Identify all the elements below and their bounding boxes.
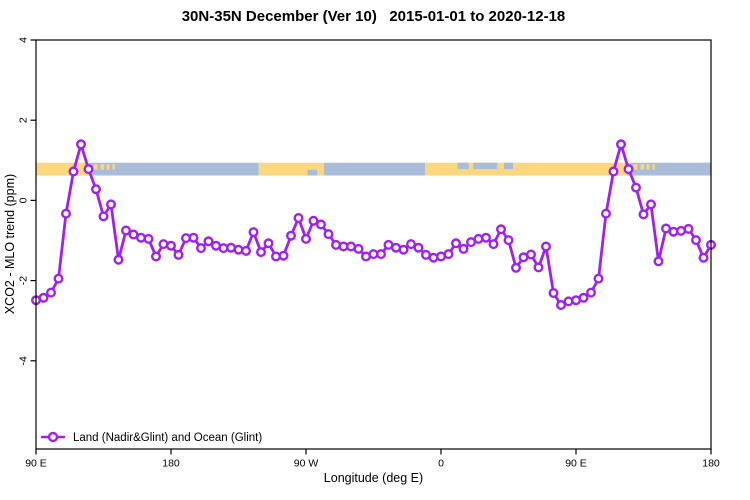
map-band-sea-patch: [504, 162, 513, 170]
map-band-land-segment: [36, 162, 90, 176]
data-point-marker: [578, 292, 589, 303]
data-point-marker: [278, 250, 289, 261]
x-axis-title: Longitude (deg E): [323, 471, 424, 485]
data-point-marker: [533, 262, 544, 273]
data-point-marker: [105, 199, 116, 210]
y-tick-label: 2: [18, 117, 30, 123]
data-point-marker: [406, 239, 417, 250]
map-band-ocean-segment: [89, 162, 259, 176]
data-point-marker: [683, 223, 694, 234]
map-band-sea-patch: [307, 169, 318, 176]
y-tick-label: -2: [18, 276, 30, 285]
data-point-marker: [248, 227, 259, 238]
data-point-marker: [413, 242, 424, 253]
y-axis-title-text: XCO2 - MLO trend (ppm): [3, 173, 17, 315]
data-point-marker: [286, 230, 297, 241]
data-point-marker: [616, 139, 627, 150]
data-point-marker: [195, 243, 206, 254]
data-point-marker: [203, 236, 214, 247]
map-band-ocean-segment: [324, 162, 426, 176]
data-point-marker: [120, 225, 131, 236]
map-band-island-speck: [640, 164, 645, 170]
data-point-marker: [646, 199, 657, 210]
data-point-marker: [451, 238, 462, 249]
data-point-marker: [143, 233, 154, 244]
data-point-marker: [53, 273, 64, 284]
data-point-marker: [308, 215, 319, 226]
data-point-marker: [631, 182, 642, 193]
x-tick-label: 90 E: [25, 458, 47, 470]
map-band-island-speck: [652, 164, 655, 170]
data-point-marker: [608, 166, 619, 177]
data-point-marker: [98, 211, 109, 222]
data-point-marker: [638, 209, 649, 220]
data-point-marker: [586, 287, 597, 298]
x-tick-label: 180: [162, 458, 180, 470]
data-point-marker: [556, 300, 567, 311]
map-band-island-speck: [100, 164, 105, 170]
data-point-marker: [240, 245, 251, 256]
data-point-marker: [68, 166, 79, 177]
data-point-marker: [496, 224, 507, 235]
map-band-island-speck: [112, 164, 115, 170]
data-point-marker: [83, 164, 94, 175]
data-point-marker: [75, 139, 86, 150]
data-point-marker: [61, 208, 72, 219]
data-point-marker: [150, 251, 161, 262]
data-point-marker: [301, 233, 312, 244]
map-band-island-speck: [93, 164, 98, 170]
map-band-ocean-segment: [627, 162, 711, 176]
data-point-marker: [353, 243, 364, 254]
data-point-marker: [173, 249, 184, 260]
data-point-marker: [38, 292, 49, 303]
data-point-marker: [46, 287, 57, 298]
data-point-marker: [90, 184, 101, 195]
data-point-marker: [293, 212, 304, 223]
data-point-marker: [653, 256, 664, 267]
data-point-marker: [376, 249, 387, 260]
data-point-marker: [691, 235, 702, 246]
data-point-marker: [511, 262, 522, 273]
chart-title: 30N-35N December (Ver 10) 2015-01-01 to …: [181, 8, 566, 25]
y-tick-label: 0: [18, 197, 30, 203]
data-point-marker: [548, 288, 559, 299]
data-point-marker: [113, 254, 124, 265]
data-point-marker: [458, 243, 469, 254]
data-point-marker: [593, 273, 604, 284]
legend-marker: [47, 431, 59, 443]
data-point-marker: [443, 249, 454, 260]
x-tick-label: 0: [438, 458, 444, 470]
map-band-island-speck: [633, 164, 638, 170]
data-point-marker: [503, 235, 514, 246]
data-point-marker: [526, 249, 537, 260]
map-band-island-speck: [646, 164, 650, 170]
x-tick-label: 90 W: [294, 458, 319, 470]
data-point-marker: [316, 219, 327, 230]
y-tick-label: 4: [18, 37, 30, 43]
map-band-sea-patch: [457, 162, 469, 170]
x-tick-label: 180: [702, 458, 720, 470]
data-point-marker: [488, 239, 499, 250]
data-point-marker: [188, 232, 199, 243]
data-point-marker: [541, 241, 552, 252]
plot-border: [35, 39, 712, 450]
data-point-marker: [263, 238, 274, 249]
y-tick-label: -4: [18, 356, 30, 365]
legend-label: Land (Nadir&Glint) and Ocean (Glint): [73, 432, 262, 444]
data-point-marker: [601, 208, 612, 219]
data-point-marker: [398, 244, 409, 255]
map-band-island-speck: [106, 164, 110, 170]
data-point-marker: [256, 247, 267, 258]
map-band-sea-patch: [473, 162, 498, 170]
map-band-land-segment: [425, 162, 627, 176]
data-point-marker: [323, 229, 334, 240]
data-point-marker: [623, 164, 634, 175]
x-tick-label: 90 E: [565, 458, 587, 470]
data-point-marker: [481, 232, 492, 243]
data-point-marker: [698, 252, 709, 263]
data-point-marker: [165, 240, 176, 251]
